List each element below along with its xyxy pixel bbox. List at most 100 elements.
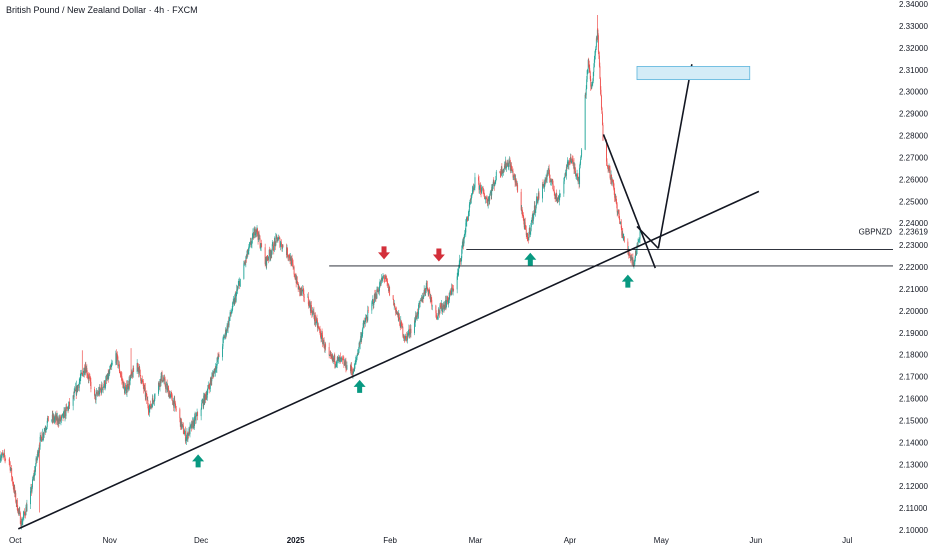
candle-body <box>44 431 45 434</box>
candle-body <box>553 184 554 190</box>
candle-body <box>117 357 118 366</box>
candle-body <box>63 412 64 418</box>
x-tick-label: Jul <box>842 536 852 545</box>
candle <box>261 240 262 248</box>
candle <box>26 500 27 512</box>
candle-body <box>48 416 49 421</box>
candle-body <box>80 373 81 378</box>
candle-body <box>133 368 134 372</box>
target-zone <box>637 66 750 79</box>
y-tick-label: 2.29000 <box>899 110 928 119</box>
candle-body <box>172 395 173 401</box>
candle-body <box>464 233 465 234</box>
candle-body <box>453 289 454 290</box>
y-tick-label: 2.16000 <box>899 395 928 404</box>
candle-body <box>580 159 581 163</box>
y-tick-label: 2.14000 <box>899 438 928 447</box>
candle-body <box>538 193 539 199</box>
candle-body <box>446 302 447 307</box>
candle-body <box>26 504 27 511</box>
candle-body <box>299 286 300 287</box>
candle-body <box>601 96 602 108</box>
x-tick-label: Mar <box>469 536 483 545</box>
x-tick-label: Dec <box>194 536 208 545</box>
y-tick-label: 2.31000 <box>899 66 928 75</box>
candle-body <box>325 344 326 347</box>
candle-body <box>176 409 177 410</box>
arrow-up-icon <box>524 253 536 266</box>
y-tick-label: 2.17000 <box>899 373 928 382</box>
candle-body <box>599 66 600 78</box>
candle-body <box>254 232 255 238</box>
candle-body <box>211 376 212 381</box>
candle <box>603 123 604 141</box>
candle-body <box>276 236 277 238</box>
candle-body <box>585 95 586 150</box>
y-tick-label: 2.27000 <box>899 153 928 162</box>
candle-body <box>525 222 526 225</box>
x-tick-label: Apr <box>564 536 577 545</box>
candle <box>48 416 49 421</box>
x-tick-label: Nov <box>103 536 117 545</box>
candle-body <box>581 150 582 156</box>
candle-body <box>179 409 180 418</box>
candle-body <box>201 403 202 409</box>
candle-body <box>395 307 396 308</box>
candle-body <box>579 168 580 184</box>
y-tick-label: 2.23000 <box>899 241 928 250</box>
candle <box>240 279 241 287</box>
y-tick-label: 2.21000 <box>899 285 928 294</box>
chart-title: British Pound / New Zealand Dollar · 4h … <box>6 5 198 15</box>
y-tick-label: 2.10000 <box>899 526 928 535</box>
candle-body <box>474 177 475 187</box>
x-tick-label: May <box>654 536 669 545</box>
y-tick-label: 2.25000 <box>899 197 928 206</box>
candle-body <box>96 393 97 400</box>
candle-body <box>140 370 141 376</box>
candle-body <box>586 89 587 95</box>
x-tick-label: Jun <box>749 536 762 545</box>
candle-body <box>315 315 316 323</box>
candle-body <box>154 394 155 399</box>
candle-body <box>560 194 561 195</box>
candle-body <box>105 380 106 386</box>
candle <box>624 236 625 243</box>
candles-layer <box>0 15 640 530</box>
candle-body <box>112 363 113 364</box>
candle-body <box>218 354 219 357</box>
candle-body <box>109 369 110 373</box>
candle-body <box>357 356 358 358</box>
x-tick-label: Oct <box>9 536 22 545</box>
x-tick-label: Feb <box>383 536 397 545</box>
y-tick-label: 2.13000 <box>899 460 928 469</box>
candle-body <box>598 35 599 51</box>
candle-body <box>617 205 618 213</box>
candle <box>281 239 282 247</box>
candle-body <box>389 287 390 295</box>
candle-body <box>329 347 330 355</box>
candle-body <box>240 279 241 287</box>
y-tick-label: 2.15000 <box>899 416 928 425</box>
candle <box>401 322 402 329</box>
candle-body <box>77 386 78 391</box>
candle-body <box>304 297 305 298</box>
candle-body <box>610 169 611 178</box>
y-tick-label: 2.22000 <box>899 263 928 272</box>
y-tick-label: 2.26000 <box>899 175 928 184</box>
trendline <box>603 134 655 268</box>
candle <box>218 352 219 357</box>
candle-body <box>593 67 594 72</box>
candle <box>197 411 198 420</box>
arrow-up-icon <box>354 380 366 393</box>
candle-body <box>201 409 202 416</box>
candle-body <box>162 372 163 381</box>
x-tick-label: 2025 <box>287 536 305 545</box>
y-tick-label: 2.30000 <box>899 88 928 97</box>
candle-body <box>402 327 403 336</box>
candle-body <box>281 242 282 246</box>
candle-body <box>139 367 140 369</box>
candle-body <box>624 237 625 242</box>
candle-body <box>127 389 128 393</box>
